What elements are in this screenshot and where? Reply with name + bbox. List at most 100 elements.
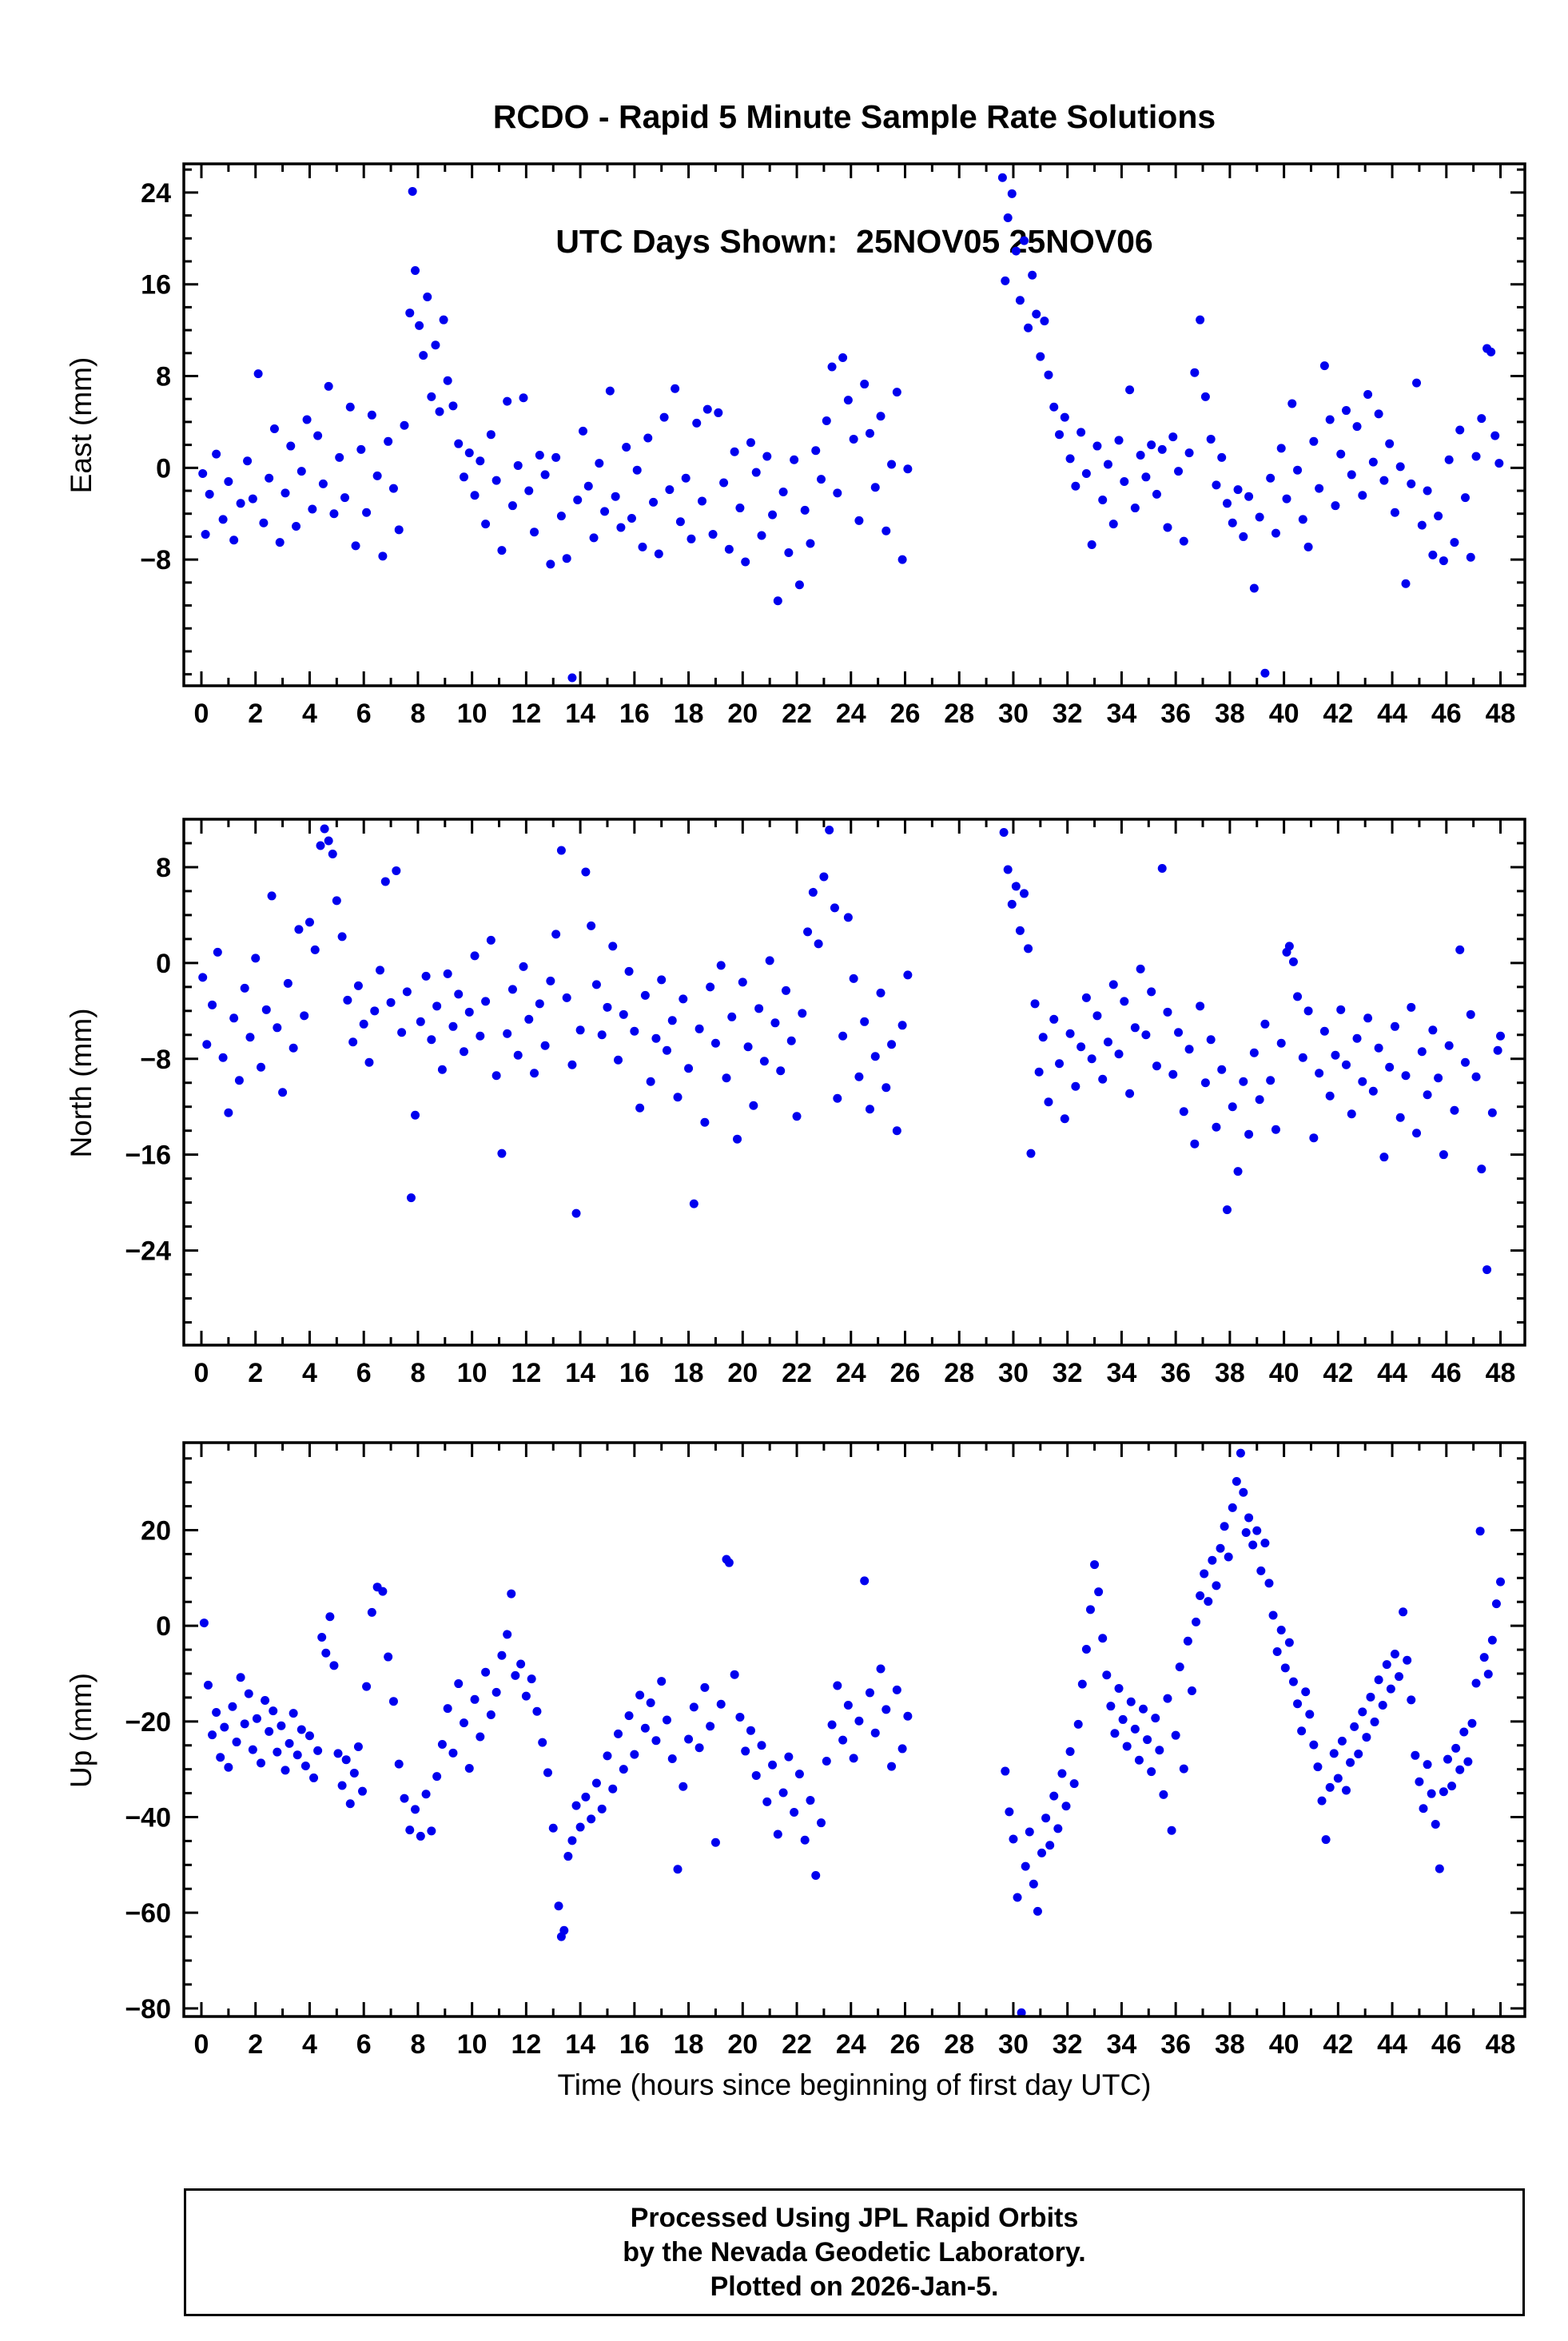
data-point	[619, 1765, 628, 1774]
data-point	[667, 1016, 677, 1025]
data-point	[1352, 1033, 1362, 1043]
data-point	[1455, 1765, 1465, 1774]
data-point	[1347, 470, 1356, 480]
data-point	[640, 990, 650, 1000]
data-point	[692, 418, 702, 428]
data-point	[903, 1711, 913, 1721]
data-point	[1325, 415, 1335, 424]
data-point	[800, 505, 810, 515]
data-point	[1102, 1670, 1112, 1680]
data-point	[341, 1755, 351, 1765]
x-tick-label: 32	[1053, 1358, 1083, 1388]
data-point	[700, 1117, 710, 1127]
data-point	[1065, 454, 1075, 464]
data-point	[811, 1870, 821, 1880]
x-tick-label: 44	[1377, 1358, 1407, 1388]
data-point	[882, 526, 891, 535]
data-point	[286, 441, 296, 451]
x-tick-label: 36	[1160, 699, 1191, 729]
data-point	[198, 973, 208, 982]
data-point	[1037, 1848, 1047, 1857]
data-point	[216, 1753, 225, 1762]
data-point	[776, 1066, 786, 1076]
data-point	[1114, 436, 1124, 445]
data-point	[624, 966, 634, 976]
data-point	[556, 846, 566, 855]
data-point	[212, 449, 221, 459]
data-point	[335, 452, 344, 462]
x-tick-label: 48	[1486, 699, 1516, 729]
data-point	[1092, 1011, 1102, 1021]
data-point	[1134, 1755, 1144, 1765]
data-point	[710, 1038, 720, 1048]
data-point	[591, 980, 601, 989]
data-point	[781, 985, 790, 995]
x-tick-label: 42	[1323, 699, 1353, 729]
x-tick-label: 48	[1486, 2029, 1516, 2060]
data-point	[267, 891, 277, 901]
data-point	[427, 1826, 436, 1836]
data-point	[388, 484, 398, 493]
data-point	[328, 849, 337, 858]
data-point	[540, 1041, 550, 1050]
data-point	[294, 925, 304, 934]
data-point	[865, 1105, 874, 1114]
data-point	[1241, 1527, 1251, 1537]
data-point	[1179, 536, 1188, 546]
data-point	[503, 1029, 512, 1038]
data-point	[273, 1747, 282, 1757]
data-point	[794, 580, 804, 590]
data-point	[203, 1680, 213, 1690]
data-point	[1103, 460, 1112, 469]
data-point	[437, 1740, 447, 1750]
data-point	[563, 1852, 573, 1861]
data-point	[722, 1073, 731, 1083]
data-point	[213, 947, 222, 957]
data-point	[1439, 556, 1448, 566]
data-point	[302, 415, 312, 424]
data-point	[1455, 425, 1465, 435]
data-point	[554, 1901, 563, 1911]
data-point	[735, 1712, 745, 1722]
x-tick-label: 24	[836, 699, 866, 729]
data-point	[358, 1786, 368, 1796]
data-point	[491, 1687, 501, 1697]
data-point	[1044, 1097, 1053, 1107]
data-point	[432, 1001, 442, 1011]
data-point	[349, 1768, 359, 1778]
data-point	[402, 987, 412, 997]
data-point	[800, 1835, 810, 1845]
data-point	[662, 1715, 671, 1725]
data-point	[1236, 1448, 1245, 1458]
data-point	[833, 488, 842, 498]
data-point	[1184, 448, 1194, 458]
data-point	[716, 961, 726, 970]
x-tick-label: 0	[194, 2029, 209, 2060]
data-point	[1024, 323, 1033, 332]
data-point	[1029, 1879, 1038, 1889]
data-point	[1206, 434, 1216, 444]
data-point	[384, 1652, 393, 1662]
data-point	[1276, 1038, 1286, 1048]
data-point	[649, 497, 659, 507]
data-point	[304, 1731, 314, 1741]
data-point	[1423, 486, 1432, 496]
data-point	[1346, 1758, 1355, 1767]
data-point	[337, 932, 347, 942]
data-point	[843, 913, 853, 922]
x-tick-label: 14	[565, 699, 595, 729]
data-point	[1427, 1789, 1436, 1798]
data-point	[814, 939, 823, 949]
data-point	[321, 1648, 331, 1658]
data-point	[1382, 1660, 1391, 1670]
x-tick-label: 26	[890, 1358, 921, 1388]
data-point	[372, 471, 382, 480]
data-point	[1271, 528, 1280, 538]
data-point	[838, 1735, 848, 1745]
data-point	[698, 496, 707, 506]
data-point	[356, 444, 366, 454]
data-point	[1399, 1607, 1408, 1617]
data-point	[411, 1805, 420, 1814]
data-point	[1374, 1675, 1383, 1685]
data-point	[1280, 1663, 1290, 1673]
